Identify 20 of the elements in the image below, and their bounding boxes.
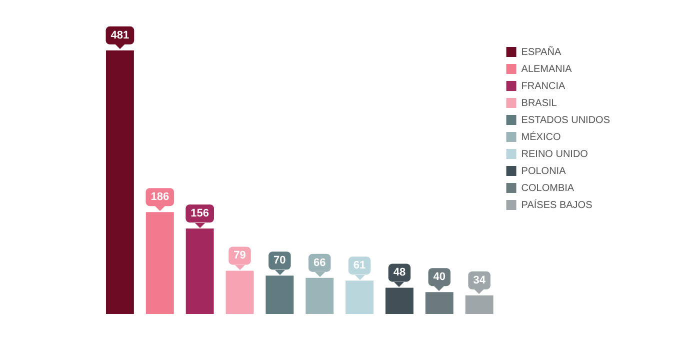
data-label: 156: [190, 208, 209, 220]
legend-label: MÉXICO: [521, 130, 561, 143]
legend-label: COLOMBIA: [521, 182, 574, 194]
data-label: 40: [433, 271, 446, 284]
data-label: 186: [150, 191, 170, 204]
data-label: 79: [234, 250, 246, 262]
legend-label: FRANCIA: [521, 80, 566, 92]
data-label: 48: [393, 266, 406, 279]
data-label: 66: [313, 256, 326, 269]
legend-label: ESPAÑA: [521, 46, 562, 58]
legend-label: BRASIL: [521, 98, 558, 109]
data-label: 34: [473, 274, 486, 286]
legend-label: ESTADOS UNIDOS: [521, 114, 610, 126]
legend-label: PAÍSES BAJOS: [521, 198, 593, 211]
legend-label: ALEMANIA: [521, 64, 572, 75]
legend-label: REINO UNIDO: [521, 148, 588, 160]
data-label: 481: [110, 29, 130, 42]
legend-label: POLONIA: [521, 166, 566, 177]
data-label: 70: [274, 254, 286, 267]
data-label: 61: [353, 260, 366, 272]
